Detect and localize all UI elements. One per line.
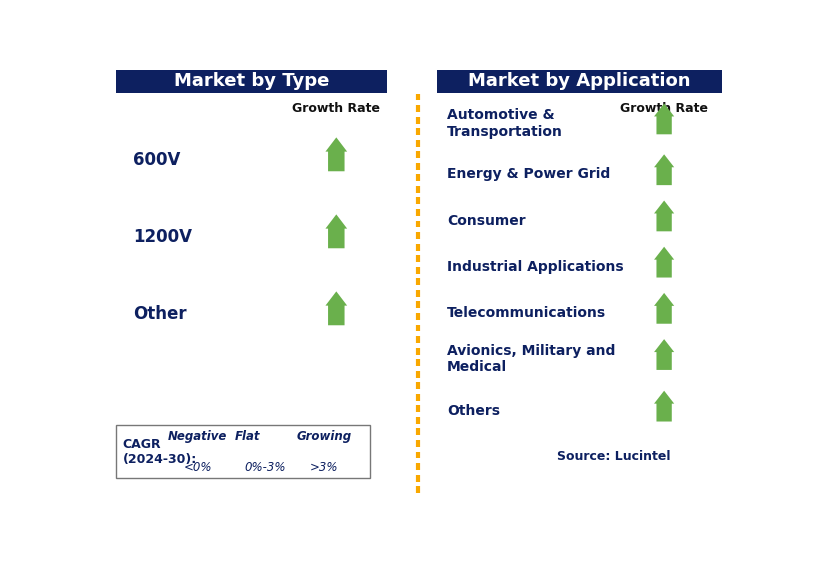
- Text: 600V: 600V: [133, 151, 181, 169]
- Text: <0%: <0%: [183, 461, 212, 474]
- Polygon shape: [326, 137, 347, 171]
- Polygon shape: [326, 291, 347, 325]
- Text: Avionics, Military and
Medical: Avionics, Military and Medical: [447, 344, 615, 374]
- Polygon shape: [191, 447, 204, 467]
- Text: >3%: >3%: [310, 461, 338, 474]
- Text: Energy & Power Grid: Energy & Power Grid: [447, 167, 610, 181]
- Polygon shape: [654, 390, 674, 421]
- Text: Industrial Applications: Industrial Applications: [447, 260, 624, 274]
- Text: Other: Other: [133, 306, 187, 324]
- Text: 1200V: 1200V: [133, 228, 192, 246]
- Text: Negative: Negative: [168, 430, 227, 443]
- Text: Growing: Growing: [296, 430, 352, 443]
- FancyBboxPatch shape: [116, 425, 371, 478]
- Text: Growth Rate: Growth Rate: [292, 102, 380, 114]
- Polygon shape: [654, 104, 674, 134]
- Text: Telecommunications: Telecommunications: [447, 306, 606, 320]
- Polygon shape: [654, 339, 674, 370]
- Text: Market by Type: Market by Type: [174, 72, 330, 90]
- Polygon shape: [252, 445, 278, 461]
- Text: Automotive &
Transportation: Automotive & Transportation: [447, 108, 563, 139]
- Polygon shape: [326, 214, 347, 249]
- Text: Flat: Flat: [236, 430, 261, 443]
- Polygon shape: [654, 200, 674, 231]
- Text: Market by Application: Market by Application: [469, 72, 691, 90]
- Bar: [437, 70, 722, 93]
- Polygon shape: [654, 247, 674, 278]
- Polygon shape: [345, 448, 360, 470]
- Bar: [116, 70, 388, 93]
- Polygon shape: [654, 154, 674, 185]
- Text: Others: Others: [447, 404, 500, 418]
- Text: Consumer: Consumer: [447, 214, 526, 228]
- Text: Growth Rate: Growth Rate: [620, 102, 708, 114]
- Text: CAGR
(2024-30):: CAGR (2024-30):: [123, 438, 196, 466]
- Polygon shape: [654, 293, 674, 324]
- Text: Source: Lucintel: Source: Lucintel: [557, 450, 671, 463]
- Text: 0%-3%: 0%-3%: [245, 461, 285, 474]
